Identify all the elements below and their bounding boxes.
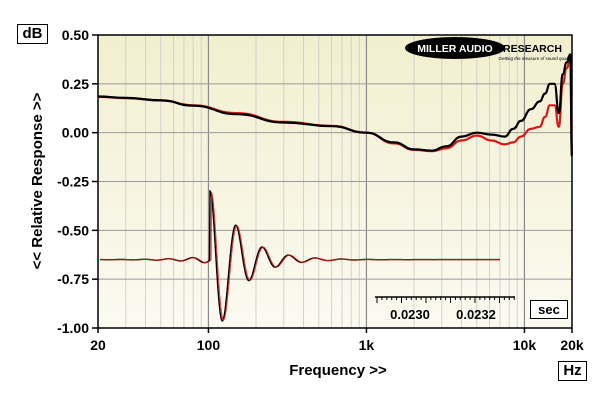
- x-unit-label: Hz: [558, 361, 587, 381]
- gridlines-y: [92, 34, 572, 329]
- y-tick-label: 0.00: [62, 125, 89, 141]
- x-tick-labels: 20 100 1k 10k 20k: [90, 328, 584, 353]
- y-tick-labels: 0.50 0.25 0.00 -0.25 -0.50 -0.75 -1.00: [57, 27, 89, 336]
- frequency-response-series: [97, 53, 574, 158]
- y-tick-label: -0.50: [57, 222, 89, 238]
- time-unit-label: sec: [530, 300, 568, 319]
- series-line: [97, 53, 574, 158]
- impulse-response-inset: [100, 189, 500, 322]
- y-tick-label: 0.25: [62, 76, 89, 92]
- x-tick-label: 10k: [513, 337, 537, 353]
- x-tick-label: 20k: [560, 337, 584, 353]
- y-tick-label: -0.75: [57, 271, 89, 287]
- y-tick-label: -0.25: [57, 174, 89, 190]
- x-tick-label: 1k: [359, 337, 375, 353]
- impulse-response-line: [100, 192, 500, 321]
- x-axis-title: Frequency >>: [289, 362, 387, 379]
- x-tick-label: 100: [197, 337, 221, 353]
- y-tick-label: 0.50: [62, 27, 89, 43]
- time-tick-label: 0.0230: [390, 307, 430, 322]
- brand-tagline: Getting the measure of sound quality: [498, 56, 572, 61]
- brand-name-part2: RESEARCH: [503, 43, 562, 55]
- y-tick-label: -1.00: [57, 320, 89, 336]
- time-axis-inset: 0.0230 0.0232: [375, 296, 515, 322]
- time-tick-label: 0.0232: [456, 307, 496, 322]
- x-tick-label: 20: [90, 337, 106, 353]
- y-axis-title: << Relative Response >>: [29, 92, 46, 269]
- brand-logo: MILLER AUDIO RESEARCH Getting the measur…: [405, 37, 573, 61]
- brand-name-part1: MILLER AUDIO: [417, 43, 492, 55]
- y-unit-label: dB: [17, 24, 48, 44]
- plot-frame: [97, 34, 573, 329]
